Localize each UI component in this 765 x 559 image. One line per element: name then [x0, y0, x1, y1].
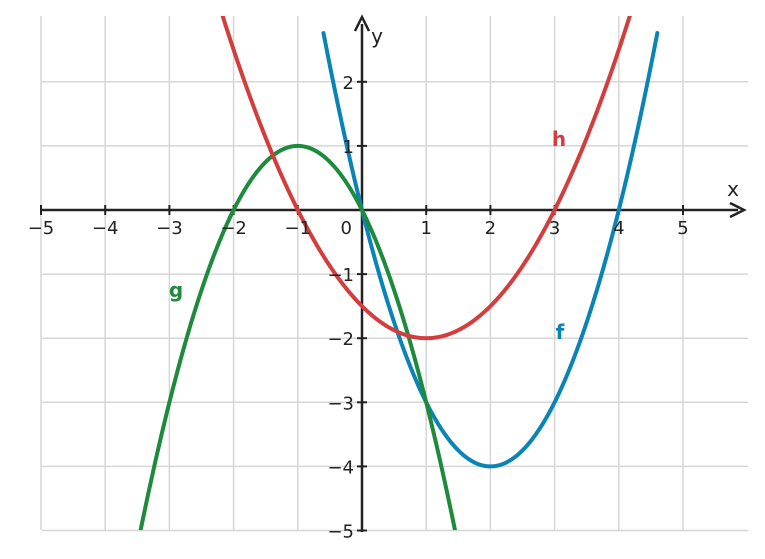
curve-label-h: h [552, 127, 566, 151]
y-tick-label: 2 [343, 73, 354, 94]
curve-g [138, 143, 457, 530]
curve-h [220, 16, 632, 341]
y-tick-label: 1 [343, 137, 354, 158]
origin-label: 0 [341, 218, 352, 239]
curves [138, 16, 660, 530]
x-tick-label: 5 [677, 218, 688, 239]
y-axis-label: y [371, 24, 383, 48]
x-tick-label: 2 [485, 218, 496, 239]
y-tick-label: −3 [327, 393, 354, 414]
x-tick-label: −2 [220, 218, 247, 239]
x-tick-label: 3 [549, 218, 560, 239]
x-tick-label: −1 [285, 218, 312, 239]
y-tick-label: −1 [327, 265, 354, 286]
x-axis-arrow [729, 201, 747, 219]
y-axis-arrow [353, 14, 371, 32]
y-tick-label: −4 [327, 457, 354, 478]
tick-labels: −5 −4 −3 −2 −1 1 2 3 4 5 2 1 −1 −2 −3 −4 −5 [28, 73, 689, 543]
grid [40, 16, 748, 532]
x-tick-label: 1 [420, 218, 431, 239]
curve-label-f: f [556, 320, 565, 344]
x-tick-label: 4 [613, 218, 624, 239]
x-tick-label: −5 [28, 218, 55, 239]
x-axis-label: x [727, 177, 739, 201]
x-tick-label: −4 [92, 218, 119, 239]
curve-f [321, 31, 660, 469]
x-tick-label: −3 [156, 218, 183, 239]
y-tick-label: −2 [327, 329, 354, 350]
curve-label-g: g [169, 278, 183, 302]
y-tick-label: −5 [327, 522, 354, 543]
